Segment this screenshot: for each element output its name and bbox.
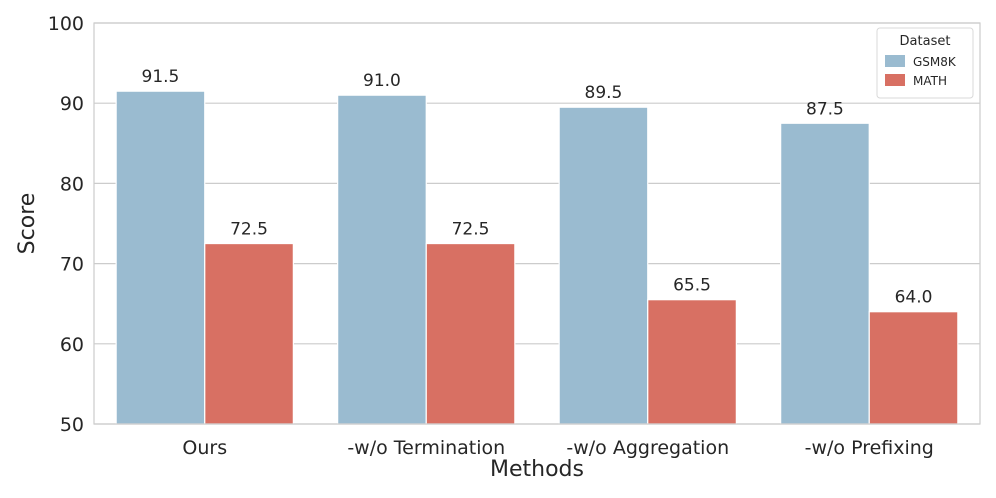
legend: Dataset GSM8K MATH bbox=[876, 27, 974, 99]
bar-gsm8k-3 bbox=[780, 122, 870, 425]
y-tick-label: 50 bbox=[60, 414, 84, 436]
bar-gsm8k-0 bbox=[115, 90, 206, 425]
data-label: 72.5 bbox=[452, 220, 490, 240]
legend-label: MATH bbox=[913, 74, 947, 88]
x-tick-label: -w/o Prefixing bbox=[805, 437, 934, 459]
data-label: 89.5 bbox=[585, 83, 623, 103]
bar-gsm8k-1 bbox=[337, 94, 427, 425]
bar-gsm8k-2 bbox=[558, 106, 649, 425]
data-label: 87.5 bbox=[806, 99, 844, 119]
legend-items: GSM8K MATH bbox=[885, 55, 957, 88]
y-tick-label: 100 bbox=[48, 13, 84, 35]
x-axis-title: Methods bbox=[490, 457, 584, 482]
x-tick-label: -w/o Termination bbox=[347, 437, 505, 459]
bar-math-1 bbox=[425, 242, 516, 425]
legend-title: Dataset bbox=[900, 34, 951, 49]
data-label: 91.0 bbox=[363, 71, 401, 91]
bar-math-3 bbox=[868, 311, 959, 425]
bars bbox=[115, 90, 959, 425]
y-tick-label: 70 bbox=[60, 254, 84, 276]
data-label: 72.5 bbox=[230, 220, 268, 240]
legend-swatch-gsm8k bbox=[885, 55, 905, 67]
data-label: 65.5 bbox=[673, 276, 711, 296]
y-tick-label: 90 bbox=[60, 93, 84, 115]
x-axis-ticks: Ours -w/o Termination -w/o Aggregation -w/o… bbox=[182, 437, 933, 459]
legend-label: GSM8K bbox=[913, 55, 957, 69]
x-tick-label: -w/o Aggregation bbox=[566, 437, 729, 459]
data-label: 91.5 bbox=[142, 67, 180, 87]
legend-swatch-math bbox=[885, 74, 905, 86]
x-tick-label: Ours bbox=[182, 437, 227, 459]
y-axis-ticks: 50 60 70 80 90 100 bbox=[48, 13, 84, 436]
plot-frame bbox=[93, 22, 981, 425]
bar-math-0 bbox=[204, 242, 294, 425]
y-axis-title: Score bbox=[15, 193, 40, 255]
bar-math-2 bbox=[647, 299, 737, 425]
y-tick-label: 60 bbox=[60, 334, 84, 356]
y-tick-label: 80 bbox=[60, 173, 84, 195]
data-label: 64.0 bbox=[895, 288, 933, 308]
data-labels: 91.5 72.5 91.0 72.5 89.5 65.5 87.5 64.0 bbox=[142, 67, 933, 308]
